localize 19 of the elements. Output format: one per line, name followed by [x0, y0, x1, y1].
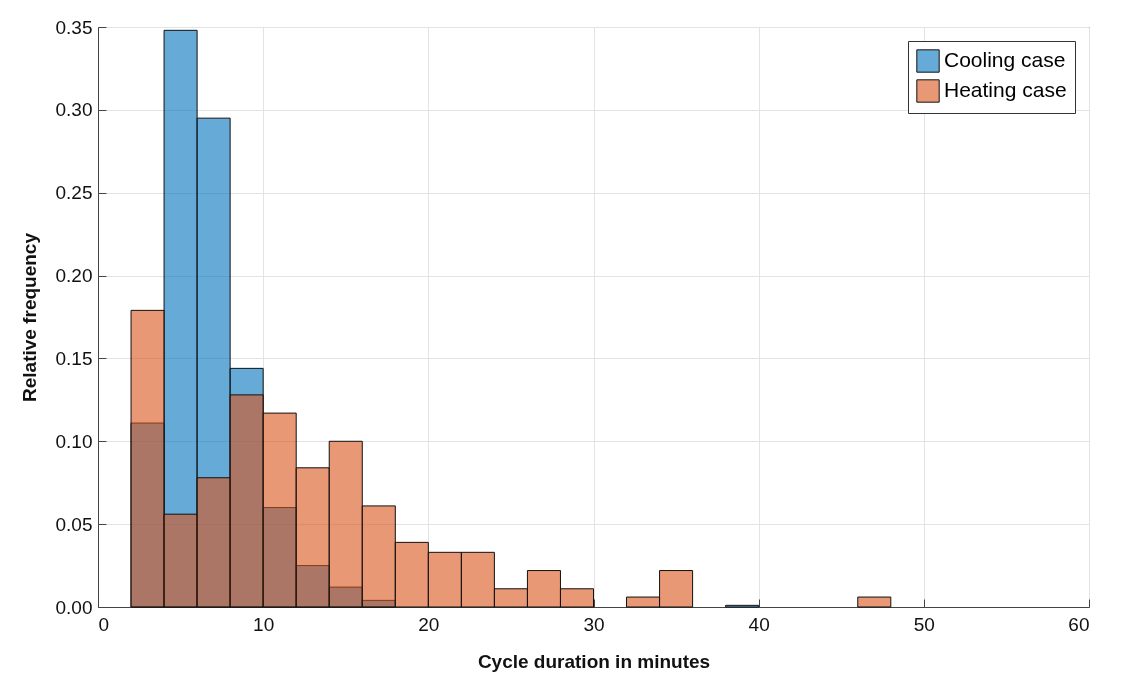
y-tick-label: 0.35	[55, 16, 93, 38]
x-tick-label: 20	[418, 613, 440, 635]
y-tick-label: 0.15	[55, 347, 93, 369]
x-tick-label: 50	[913, 613, 935, 635]
y-axis-title: Relative frequency	[18, 232, 40, 402]
legend-label: Heating case	[944, 78, 1067, 101]
y-tick-label: 0.00	[55, 596, 93, 618]
legend-label: Cooling case	[944, 48, 1066, 71]
y-tick-label: 0.20	[55, 265, 93, 287]
x-tick-label: 0	[98, 613, 110, 635]
x-tick-label: 40	[748, 613, 770, 635]
y-tick-label: 0.30	[55, 99, 93, 121]
x-tick-label: 60	[1068, 613, 1090, 635]
x-tick-label: 10	[253, 613, 275, 635]
y-tick-label: 0.05	[55, 513, 93, 535]
x-axis-title: Cycle duration in minutes	[477, 650, 711, 672]
y-tick-label: 0.10	[55, 430, 93, 452]
y-tick-label: 0.25	[55, 182, 93, 204]
x-tick-label: 30	[583, 613, 605, 635]
